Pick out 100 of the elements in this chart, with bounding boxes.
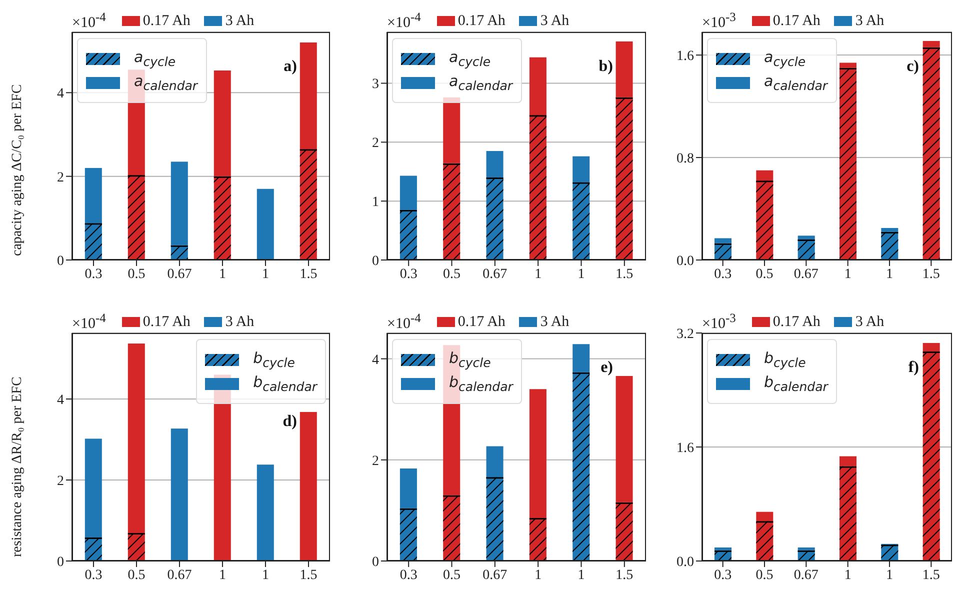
bar — [922, 342, 940, 352]
x-tick-label: 0.3 — [400, 568, 418, 583]
bar — [529, 57, 546, 116]
x-tick-label: 0.67 — [167, 568, 192, 583]
x-tick-label: 0.3 — [714, 266, 732, 282]
bar — [486, 446, 504, 478]
text: 0.17 Ah — [142, 12, 190, 30]
bar — [756, 170, 774, 181]
bar — [714, 547, 732, 550]
y-tick-label: 1.6 — [676, 49, 694, 64]
text: 3 Ah — [540, 12, 570, 30]
x-tick-label: 0.5 — [756, 266, 774, 282]
text: 3 Ah — [855, 12, 884, 30]
bar — [300, 412, 317, 561]
annotation: d) — [282, 413, 297, 431]
y-axis-title: resistance aging ΔR/R₀ per EFC — [10, 376, 25, 557]
x-tick-label: 1.5 — [616, 266, 634, 282]
x-tick-label: 1 — [534, 568, 542, 583]
x-tick-label: 1.5 — [922, 568, 940, 583]
x-tick-label: 0.5 — [443, 266, 460, 282]
legend-label: a$_{calendar}$ — [764, 72, 828, 93]
annotation: c) — [906, 58, 919, 76]
x-tick-label: 1 — [219, 266, 226, 282]
bar — [128, 344, 145, 534]
bar — [400, 468, 417, 508]
y-tick-label: 3.2 — [676, 326, 694, 342]
text: 0.17 Ah — [772, 12, 820, 30]
bar — [486, 151, 504, 178]
x-tick-label: 0.67 — [482, 266, 508, 282]
y-tick-label: 0.0 — [676, 554, 694, 570]
text: ×10$^{-4}$ — [387, 311, 421, 333]
text: 0.17 Ah — [458, 12, 506, 30]
x-tick-label: 1 — [886, 568, 893, 583]
x-tick-label: 1 — [886, 266, 893, 282]
bar — [400, 176, 417, 210]
bar — [572, 156, 590, 182]
text: 0.17 Ah — [458, 314, 506, 330]
bar — [881, 228, 898, 232]
legend-label: b$_{cycle}$ — [253, 349, 295, 370]
y-tick-label: 4 — [372, 352, 379, 368]
text: ×10$^{-3}$ — [702, 10, 736, 32]
annotation: e) — [600, 359, 613, 377]
bar — [572, 344, 590, 372]
bar — [840, 62, 856, 68]
x-tick-label: 0.67 — [794, 568, 818, 583]
x-tick-label: 0.3 — [84, 568, 102, 583]
legend-label: a$_{cycle}$ — [764, 48, 806, 69]
x-tick-label: 1 — [578, 266, 585, 282]
x-tick-label: 0.3 — [84, 266, 102, 282]
bar — [529, 389, 546, 518]
bar — [84, 168, 102, 224]
text: ×10$^{-4}$ — [387, 10, 421, 32]
annotation: b) — [598, 58, 613, 76]
bar — [714, 238, 732, 244]
x-tick-label: 1 — [534, 266, 542, 282]
x-tick-label: 1 — [578, 568, 585, 583]
bar — [214, 70, 231, 176]
x-tick-label: 0.5 — [128, 568, 146, 583]
y-tick-label: 3 — [372, 77, 379, 92]
x-tick-label: 0.5 — [443, 568, 460, 583]
legend-label: a$_{calendar}$ — [449, 72, 513, 93]
bar — [840, 456, 856, 466]
x-tick-label: 1 — [262, 266, 269, 282]
bar — [756, 512, 774, 522]
bar — [616, 376, 633, 502]
x-tick-label: 1 — [844, 266, 852, 282]
bar — [798, 547, 815, 550]
y-tick-label: 1 — [372, 195, 379, 210]
x-tick-label: 1 — [219, 568, 226, 583]
bar — [798, 236, 815, 240]
x-tick-label: 1.5 — [300, 568, 318, 583]
y-tick-label: 2 — [372, 454, 379, 469]
bar — [170, 162, 188, 246]
x-tick-label: 1.5 — [922, 266, 940, 282]
bar — [84, 438, 102, 538]
bar — [922, 40, 940, 48]
annotation: a) — [284, 58, 297, 76]
text: 0.17 Ah — [772, 314, 820, 330]
text: 3 Ah — [540, 314, 570, 330]
legend-label: b$_{cycle}$ — [764, 349, 806, 370]
text: 3 Ah — [225, 314, 254, 330]
x-tick-label: 1.5 — [616, 568, 634, 583]
annotation: f) — [908, 359, 919, 377]
y-tick-label: 4 — [57, 86, 64, 102]
y-tick-label: 1.6 — [676, 440, 694, 456]
text: 3 Ah — [855, 314, 884, 330]
y-tick-label: 2 — [372, 136, 379, 152]
legend-label: a$_{cycle}$ — [134, 48, 176, 69]
x-tick-label: 0.3 — [714, 568, 732, 583]
x-tick-label: 1.5 — [300, 266, 318, 282]
bar — [300, 42, 317, 150]
y-axis-title: capacity aging ΔC/C₀ per EFC — [10, 84, 25, 256]
y-tick-label: 0 — [372, 554, 379, 570]
y-tick-label: 0 — [57, 554, 64, 570]
x-tick-label: 0.67 — [794, 266, 818, 282]
y-tick-label: 2 — [57, 474, 64, 489]
legend-label: a$_{calendar}$ — [134, 72, 198, 93]
legend-label: b$_{calendar}$ — [764, 373, 828, 394]
y-tick-label: 0.8 — [676, 152, 694, 166]
y-tick-label: 0 — [57, 254, 64, 269]
